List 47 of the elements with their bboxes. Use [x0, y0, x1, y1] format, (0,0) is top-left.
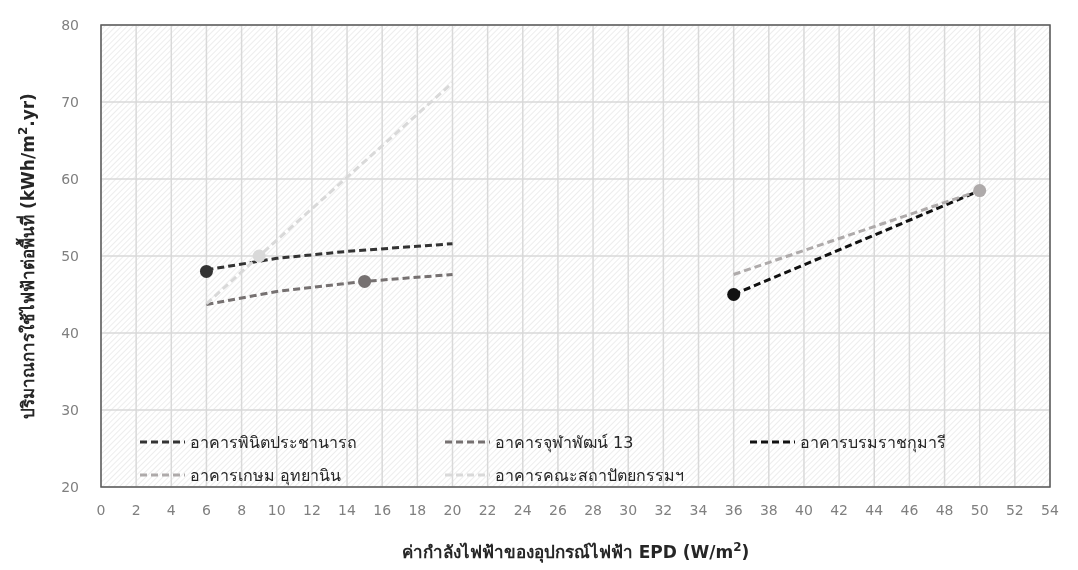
point: [199, 264, 213, 278]
x-tick-label: 8: [237, 502, 247, 518]
x-tick-label: 52: [1005, 502, 1024, 518]
x-tick-label: 26: [549, 502, 567, 518]
x-tick-label: 24: [513, 502, 532, 518]
x-tick-label: 0: [96, 502, 106, 518]
x-tick-label: 38: [759, 502, 778, 518]
x-tick-label: 2: [131, 502, 141, 518]
x-tick-label: 14: [338, 502, 357, 518]
x-tick-label: 4: [166, 502, 176, 518]
y-tick-label: 20: [61, 479, 79, 495]
x-tick-label: 54: [1041, 502, 1059, 518]
legend-label: อาคารพินิตประชานารถ: [190, 433, 357, 452]
x-axis-title: ค่ากำลังไฟฟ้าของอุปกรณ์ไฟฟ้า EPD (W/m$^{2}$): [401, 540, 750, 563]
y-tick-label: 30: [61, 402, 79, 418]
y-tick-label: 60: [61, 171, 79, 187]
x-tick-label: 20: [443, 502, 462, 518]
x-tick-label: 28: [584, 502, 602, 518]
y-tick-label: 50: [61, 248, 79, 264]
point: [727, 288, 741, 301]
x-tick-label: 6: [201, 502, 211, 518]
point: [252, 249, 266, 263]
x-tick-label: 30: [619, 502, 638, 518]
x-tick-label: 50: [970, 502, 989, 518]
x-tick-label: 16: [373, 502, 392, 518]
x-tick-label: 44: [865, 502, 884, 518]
y-tick-label: 70: [61, 94, 79, 110]
legend-label: อาคารจุฬาพัฒน์ 13: [495, 433, 634, 453]
x-tick-label: 10: [267, 502, 286, 518]
x-tick-label: 42: [830, 502, 849, 518]
x-tick-label: 32: [654, 502, 673, 518]
x-tick-label: 12: [302, 502, 321, 518]
x-tick-label: 48: [935, 502, 954, 518]
x-tick-label: 22: [478, 502, 497, 518]
y-tick-label: 80: [61, 17, 79, 33]
point: [358, 274, 372, 288]
x-tick-label: 34: [689, 502, 708, 518]
line-series: [204, 272, 454, 307]
legend-label: อาคารคณะสถาปัตยกรรมฯ: [495, 466, 684, 485]
x-tick-label: 36: [724, 502, 743, 518]
y-tick-label: 40: [61, 325, 79, 341]
x-tick-label: 18: [408, 502, 427, 518]
x-tick-label: 40: [795, 502, 813, 518]
x-tick-label: 46: [900, 502, 919, 518]
legend-label: อาคารเกษม อุทยานิน: [190, 466, 342, 486]
legend-label: อาคารบรมราชกุมารี: [800, 433, 946, 453]
point: [973, 184, 987, 198]
